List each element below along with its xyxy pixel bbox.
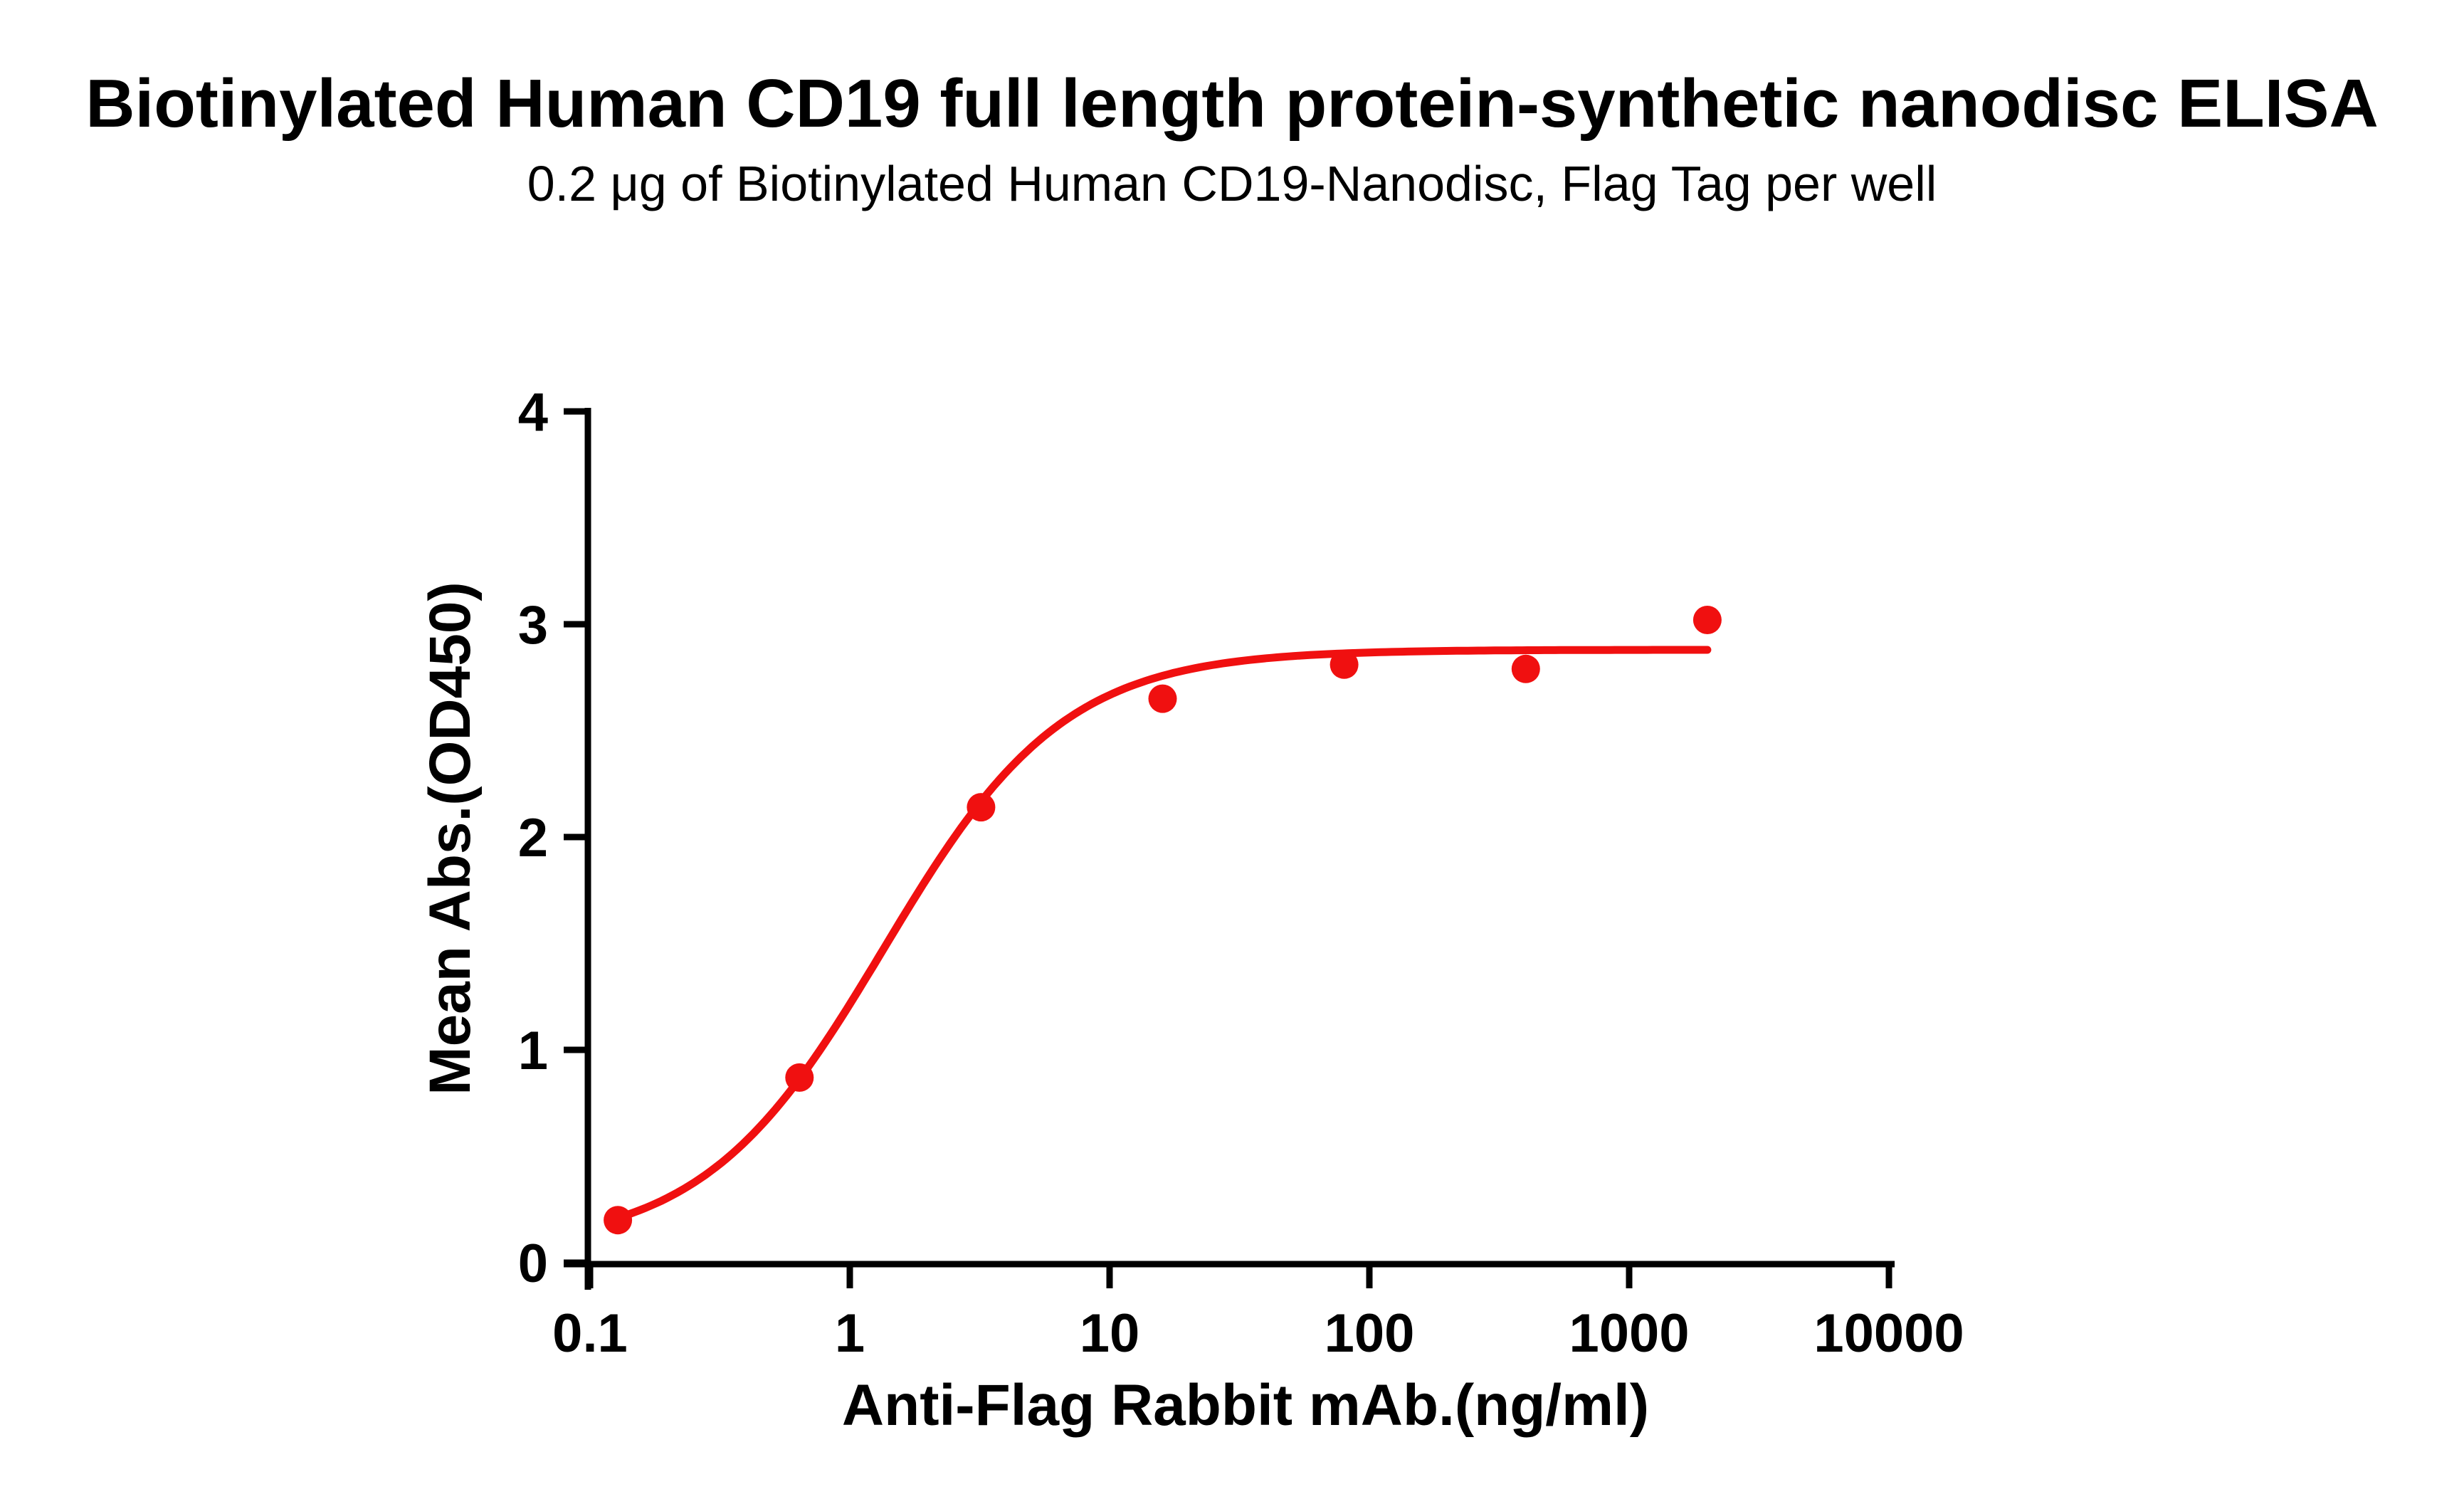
- x-tick-label: 1000: [1569, 1303, 1689, 1364]
- data-point: [1692, 606, 1722, 634]
- data-point: [967, 793, 996, 822]
- x-tick-label: 100: [1325, 1303, 1415, 1364]
- x-axis-label: Anti-Flag Rabbit mAb.(ng/ml): [842, 1373, 1649, 1438]
- data-point: [785, 1063, 814, 1092]
- x-axis-ticks: 0.1 1 10 100 1000 10000: [552, 1264, 1964, 1364]
- y-axis-label: Mean Abs.(OD450): [418, 582, 483, 1095]
- chart-subtitle: 0.2 μg of Biotinylated Human CD19-Nanodi…: [527, 156, 1937, 211]
- x-tick-label: 10: [1080, 1303, 1140, 1364]
- x-tick-label: 0.1: [552, 1303, 628, 1364]
- data-point: [604, 1206, 633, 1235]
- chart-title: Biotinylated Human CD19 full length prot…: [85, 65, 2379, 142]
- y-tick-label: 1: [518, 1021, 548, 1081]
- y-axis-ticks: 0 1 2 3 4: [518, 382, 588, 1294]
- y-tick-label: 4: [518, 382, 548, 443]
- data-point: [1148, 684, 1177, 713]
- x-tick-label: 10000: [1813, 1303, 1964, 1364]
- fit-curve-path: [614, 646, 1712, 1222]
- data-points: [604, 606, 1722, 1235]
- x-tick-label: 1: [835, 1303, 865, 1364]
- fit-curve: [614, 646, 1712, 1222]
- y-tick-label: 2: [518, 808, 548, 868]
- data-point: [1511, 654, 1540, 683]
- y-tick-label: 0: [518, 1234, 548, 1294]
- axes: [564, 408, 1895, 1290]
- y-tick-label: 3: [518, 595, 548, 656]
- data-point: [1330, 650, 1359, 679]
